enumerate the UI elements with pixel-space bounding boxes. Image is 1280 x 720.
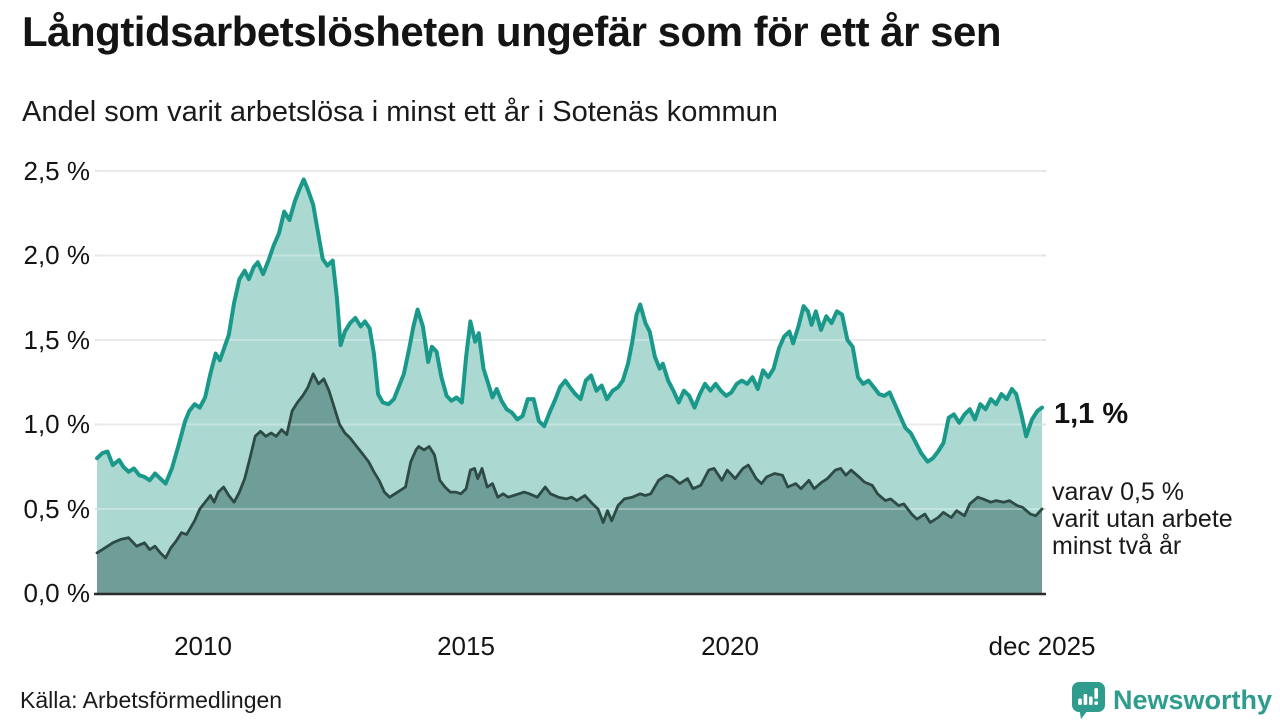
- newsworthy-wordmark: Newsworthy: [1112, 685, 1272, 715]
- newsworthy-logo: Newsworthy: [1071, 681, 1272, 720]
- latest-value-annotation: 1,1 %: [1054, 398, 1129, 430]
- x-axis-tick-label: 2020: [701, 631, 759, 661]
- page-subtitle: Andel som varit arbetslösa i minst ett å…: [22, 96, 778, 128]
- y-axis-tick-label: 0,0 %: [23, 578, 91, 608]
- source-note: Källa: Arbetsförmedlingen: [20, 687, 283, 713]
- page-title: Långtidsarbetslösheten ungefär som för e…: [22, 8, 1002, 55]
- exclamation-bar: [1094, 688, 1098, 699]
- series2-annotation-line: varav 0,5 %: [1052, 478, 1185, 506]
- y-axis-tick-label: 1,0 %: [23, 409, 91, 439]
- bar-chart-bubble-icon: [1071, 682, 1105, 719]
- series2-annotation-line: minst två år: [1052, 532, 1182, 560]
- series2-annotation: varav 0,5 % varit utan arbete minst två …: [1052, 479, 1233, 560]
- x-axis-tick-label: 2015: [437, 631, 495, 661]
- exclamation-dot: [1094, 701, 1098, 705]
- series2-annotation-line: varit utan arbete: [1052, 505, 1233, 533]
- bar-tall: [1083, 694, 1088, 705]
- y-axis-tick-label: 0,5 %: [23, 494, 91, 524]
- x-axis-tick-label: dec 2025: [988, 631, 1096, 661]
- bar-small: [1078, 698, 1082, 705]
- bubble-shape: [1071, 682, 1105, 719]
- y-axis-tick-label: 2,0 %: [23, 240, 91, 270]
- y-axis-tick-label: 1,5 %: [23, 325, 91, 355]
- bar-medium: [1088, 696, 1093, 705]
- y-axis-tick-label: 2,5 %: [23, 156, 91, 186]
- x-axis-tick-label: 2010: [174, 631, 232, 661]
